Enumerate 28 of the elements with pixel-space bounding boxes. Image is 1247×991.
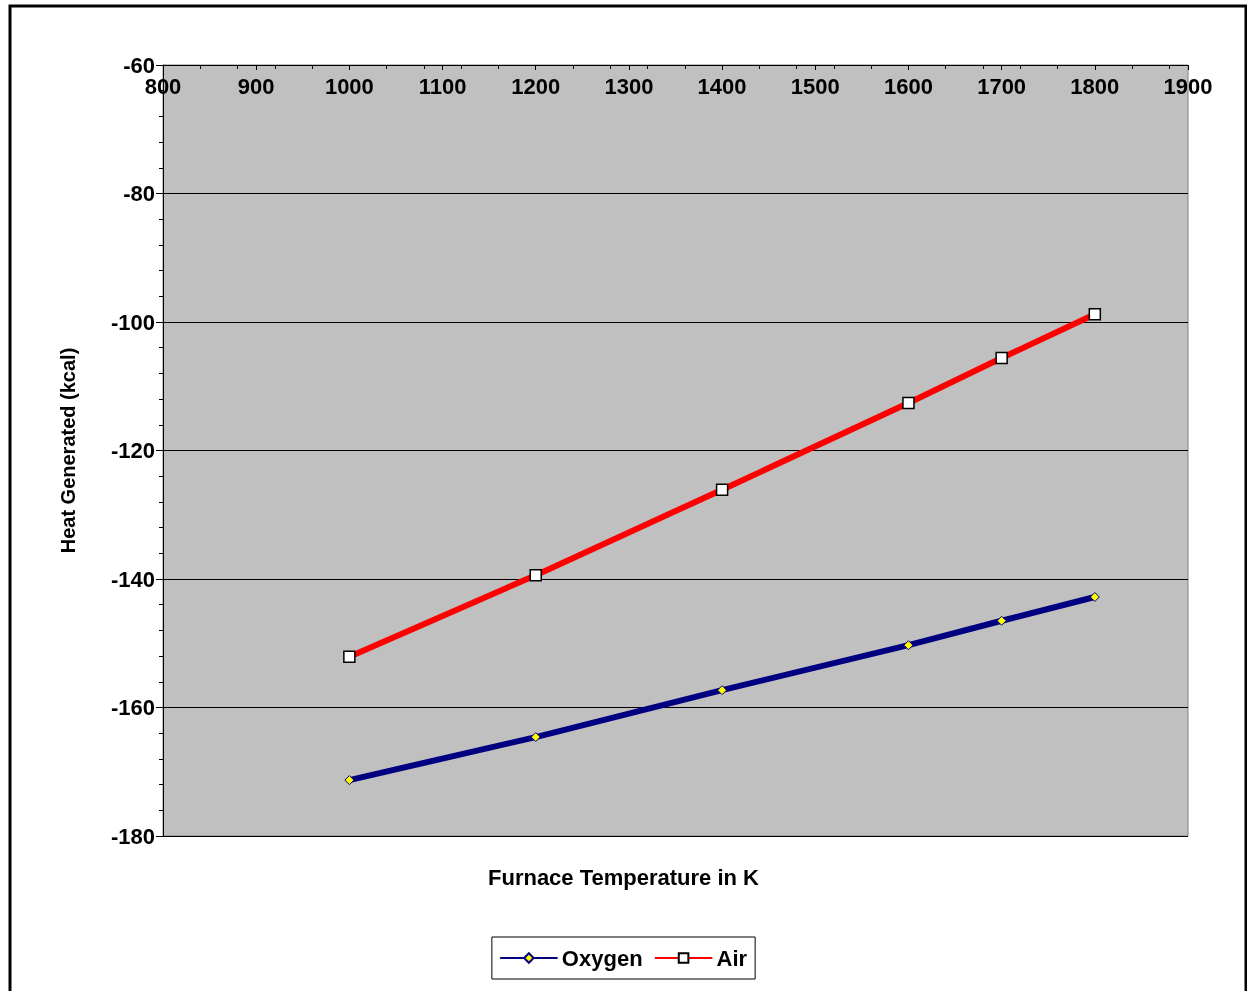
- x-tick-label: 1000: [324, 73, 374, 99]
- y-tick-label: -120: [110, 438, 155, 463]
- y-tick-label: -100: [110, 309, 155, 335]
- y-tick-label: -160: [110, 695, 155, 720]
- point: [344, 775, 355, 786]
- y-tick-label: -60: [123, 52, 155, 78]
- y-tick-label: -180: [110, 823, 155, 849]
- x-tick-label: 1400: [697, 73, 747, 99]
- y-tick-label: -140: [110, 566, 155, 592]
- x-tick-label: 1700: [977, 73, 1027, 99]
- x-tick-label: 1800: [1070, 73, 1120, 99]
- x-tick-label: 1200: [511, 73, 561, 99]
- x-tick-label: 900: [237, 73, 275, 99]
- y-axis-title: Heat Generated (kcal): [57, 347, 79, 554]
- x-axis-title: Furnace Temperature in K: [488, 864, 760, 890]
- point: [530, 732, 541, 743]
- x-tick-label: 1500: [790, 73, 840, 99]
- y-tick-label: -80: [123, 181, 155, 206]
- point: [903, 640, 914, 651]
- x-tick-label: 1600: [883, 73, 933, 99]
- point: [1089, 591, 1100, 602]
- point: [717, 685, 728, 696]
- point: [996, 615, 1007, 626]
- legend-label: Air: [716, 945, 748, 971]
- x-tick-label: 1300: [604, 73, 654, 99]
- x-tick-label: 1100: [418, 73, 467, 99]
- x-tick-label: 1900: [1163, 73, 1213, 99]
- legend-label: Oxygen: [561, 945, 643, 971]
